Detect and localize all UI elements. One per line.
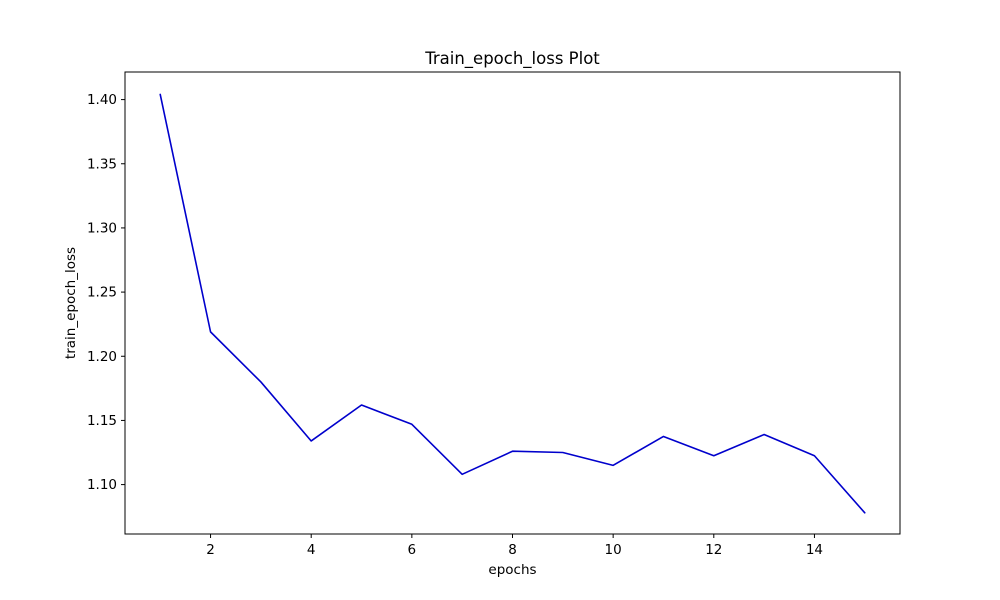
x-tick-label: 2 [206, 542, 215, 558]
y-tick-label: 1.30 [87, 220, 117, 236]
y-tick-label: 1.25 [87, 285, 117, 301]
y-axis-ticks: 1.10 1.15 1.20 1.25 1.30 1.35 1.40 [87, 92, 125, 493]
plot-frame [124, 71, 901, 535]
x-tick-label: 4 [307, 542, 316, 558]
y-axis-label: train_epoch_loss [63, 247, 79, 359]
series-layer [159, 93, 866, 514]
y-tick-label: 1.40 [87, 92, 117, 108]
x-axis-label: epochs [488, 562, 536, 578]
x-tick-label: 10 [605, 542, 622, 558]
y-tick-label: 1.35 [87, 156, 117, 172]
series-line-0 [159, 93, 866, 514]
x-tick-label: 6 [408, 542, 417, 558]
x-tick-label: 14 [806, 542, 823, 558]
y-tick-label: 1.15 [87, 413, 117, 429]
x-tick-label: 12 [705, 542, 722, 558]
x-axis-ticks: 2 4 6 8 10 12 14 [206, 534, 823, 558]
y-tick-label: 1.20 [87, 349, 117, 365]
y-tick-label: 1.10 [87, 477, 117, 493]
chart-title: Train_epoch_loss Plot [424, 49, 600, 69]
x-tick-label: 8 [508, 542, 517, 558]
